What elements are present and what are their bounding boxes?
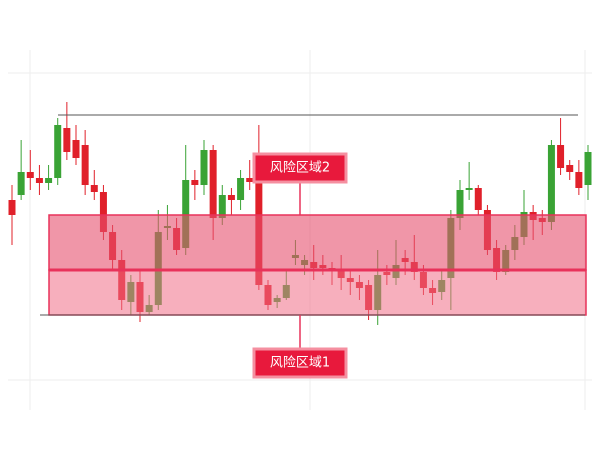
candle-body (72, 140, 80, 158)
risk-band (48, 214, 587, 271)
candle-body (465, 188, 473, 190)
candle-body (26, 172, 34, 178)
candle-body (584, 152, 592, 185)
candle-body (227, 195, 235, 200)
candle-body (191, 180, 199, 185)
candle-body (456, 190, 464, 218)
candle-body (81, 145, 89, 185)
label-box (252, 347, 348, 379)
candle-body (63, 128, 71, 152)
candle-body (17, 172, 25, 195)
band-label: 风险区域2 (270, 161, 330, 176)
risk-band (48, 269, 587, 316)
candle-body (575, 172, 583, 188)
candle-body (99, 192, 107, 232)
label-box (252, 152, 348, 184)
candle-body (45, 178, 53, 183)
band-label: 风险区域1 (270, 356, 330, 371)
candle-body (90, 185, 98, 192)
candle-body (182, 180, 190, 248)
candle-body (246, 178, 254, 182)
candle-body (547, 145, 555, 222)
candle-body (209, 150, 217, 218)
candle-body (566, 165, 574, 172)
candle-body (35, 178, 43, 183)
candle-body (237, 178, 245, 200)
candle-body (200, 150, 208, 185)
candle-body (557, 145, 565, 168)
candle-body (54, 125, 62, 178)
candle-body (474, 188, 482, 210)
candle-body (218, 195, 226, 218)
candle-body (8, 200, 16, 215)
